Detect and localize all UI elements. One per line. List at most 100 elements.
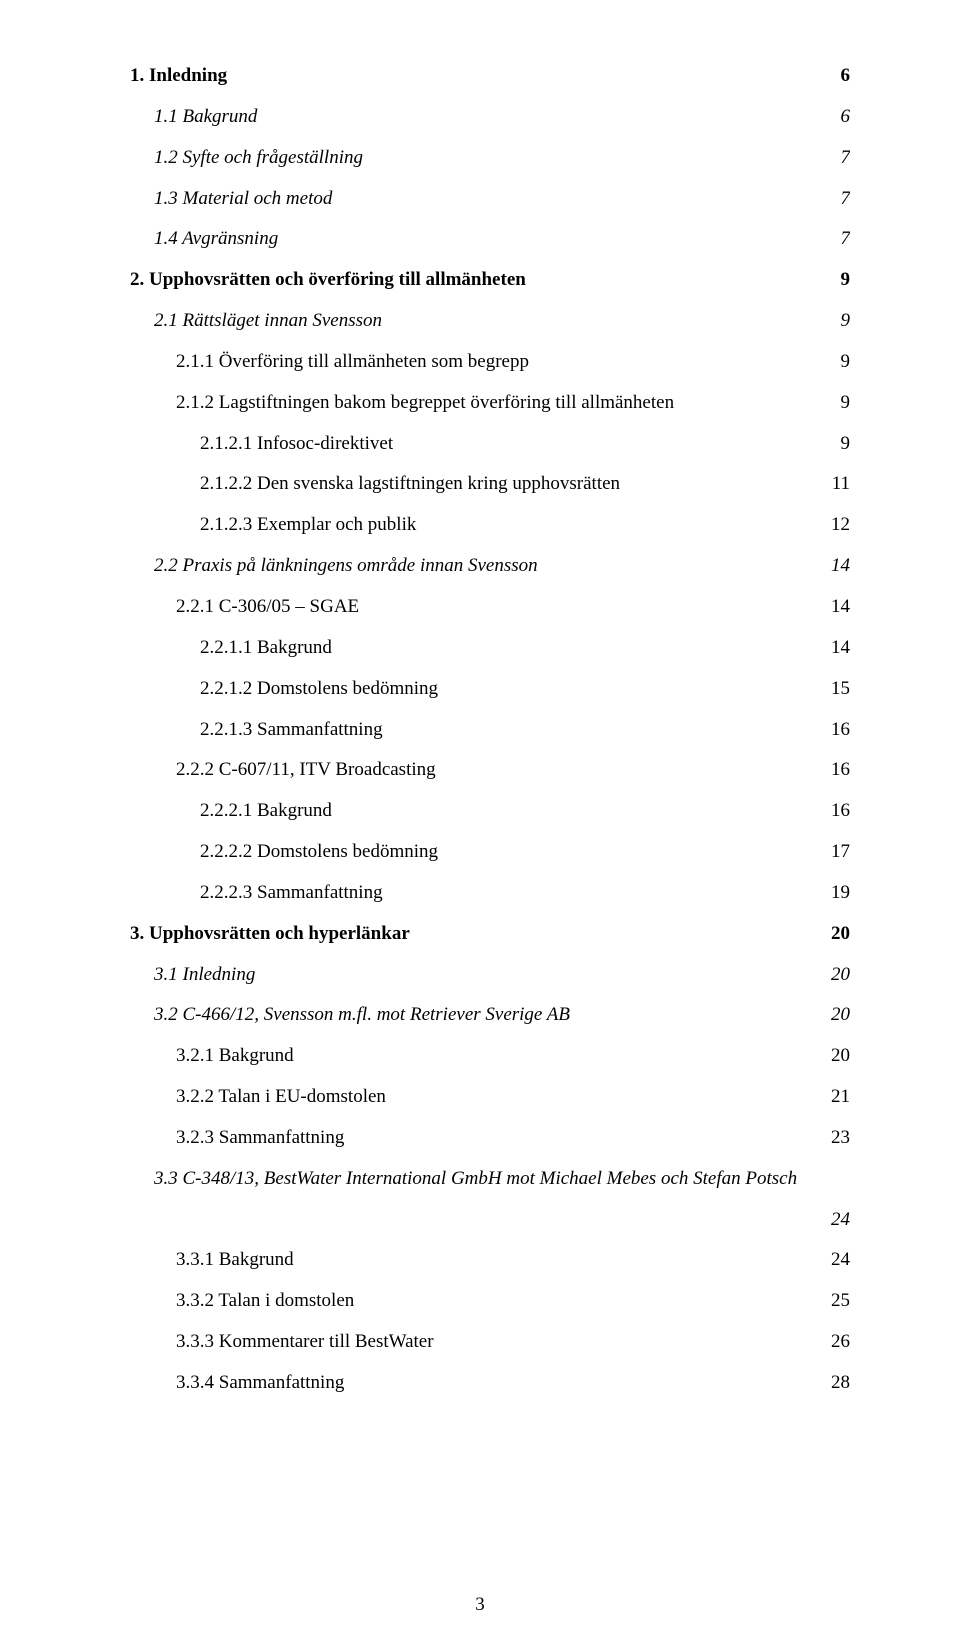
toc-entry: 2. Upphovsrätten och överföring till all… xyxy=(130,260,850,301)
toc-entry: 2.1.2.2 Den svenska lagstiftningen kring… xyxy=(130,464,850,505)
toc-entry: 3.3.3 Kommentarer till BestWater 26 xyxy=(130,1322,850,1363)
toc-label: 3.3 C-348/13, BestWater International Gm… xyxy=(154,1159,797,1200)
toc-page-number: 24 xyxy=(831,1200,850,1241)
toc-page-number: 9 xyxy=(841,301,851,342)
toc-page-number: 9 xyxy=(841,342,851,383)
toc-page-number: 16 xyxy=(831,791,850,832)
toc-label: 3.2.3 Sammanfattning xyxy=(176,1118,344,1159)
toc-label: 3.1 Inledning xyxy=(154,955,255,996)
toc-label: 1.1 Bakgrund xyxy=(154,97,257,138)
toc-entry: 3.2.1 Bakgrund 20 xyxy=(130,1036,850,1077)
toc-entry: 2.2.1.3 Sammanfattning 16 xyxy=(130,710,850,751)
toc-page-number: 7 xyxy=(841,179,851,220)
toc-entry: 3.1 Inledning 20 xyxy=(130,955,850,996)
toc-label: 3.2.1 Bakgrund xyxy=(176,1036,294,1077)
toc-label: 3.3.3 Kommentarer till BestWater xyxy=(176,1322,434,1363)
toc-label: 2. Upphovsrätten och överföring till all… xyxy=(130,260,526,301)
toc-label: 2.2.2 C-607/11, ITV Broadcasting xyxy=(176,750,436,791)
toc-label: 2.1.2 Lagstiftningen bakom begreppet öve… xyxy=(176,383,674,424)
toc-page-number: 20 xyxy=(831,1036,850,1077)
toc-page-number: 11 xyxy=(832,464,850,505)
toc-page-number: 12 xyxy=(831,505,850,546)
toc-label: 2.1.2.2 Den svenska lagstiftningen kring… xyxy=(200,464,620,505)
toc-page: 1. Inledning61.1 Bakgrund61.2 Syfte och … xyxy=(0,0,960,1652)
toc-label: 1.2 Syfte och frågeställning xyxy=(154,138,363,179)
toc-label: 2.2.2.1 Bakgrund xyxy=(200,791,332,832)
toc-page-number: 26 xyxy=(831,1322,850,1363)
toc-page-number: 24 xyxy=(831,1240,850,1281)
toc-page-number: 6 xyxy=(841,97,851,138)
toc-page-number: 20 xyxy=(831,914,850,955)
page-number: 3 xyxy=(0,1594,960,1616)
toc-entry-continuation: 24 xyxy=(130,1200,850,1241)
table-of-contents: 1. Inledning61.1 Bakgrund61.2 Syfte och … xyxy=(130,56,850,1404)
toc-label: 2.2.1.2 Domstolens bedömning xyxy=(200,669,438,710)
toc-entry: 2.2.2.2 Domstolens bedömning 17 xyxy=(130,832,850,873)
toc-page-number: 20 xyxy=(831,995,850,1036)
toc-label: 1.3 Material och metod xyxy=(154,179,332,220)
toc-entry: 1.1 Bakgrund 6 xyxy=(130,97,850,138)
toc-entry: 2.2.1.2 Domstolens bedömning 15 xyxy=(130,669,850,710)
toc-entry: 2.2.2.3 Sammanfattning 19 xyxy=(130,873,850,914)
toc-label: 3. Upphovsrätten och hyperlänkar xyxy=(130,914,410,955)
toc-page-number: 23 xyxy=(831,1118,850,1159)
toc-label: 2.1.2.3 Exemplar och publik xyxy=(200,505,416,546)
toc-page-number: 9 xyxy=(841,383,851,424)
toc-page-number: 15 xyxy=(831,669,850,710)
toc-entry: 1.2 Syfte och frågeställning 7 xyxy=(130,138,850,179)
toc-entry: 2.2.1 C-306/05 – SGAE 14 xyxy=(130,587,850,628)
toc-page-number: 14 xyxy=(831,587,850,628)
toc-page-number: 6 xyxy=(841,56,851,97)
toc-page-number: 21 xyxy=(831,1077,850,1118)
toc-label: 3.3.1 Bakgrund xyxy=(176,1240,294,1281)
toc-entry: 2.2.1.1 Bakgrund 14 xyxy=(130,628,850,669)
toc-label: 1.4 Avgränsning xyxy=(154,219,278,260)
toc-page-number: 20 xyxy=(831,955,850,996)
toc-page-number: 16 xyxy=(831,710,850,751)
toc-entry: 2.1 Rättsläget innan Svensson 9 xyxy=(130,301,850,342)
toc-entry: 2.1.1 Överföring till allmänheten som be… xyxy=(130,342,850,383)
toc-entry: 2.1.2.3 Exemplar och publik 12 xyxy=(130,505,850,546)
toc-entry-label-wrap: 3.3 C-348/13, BestWater International Gm… xyxy=(130,1159,850,1200)
toc-page-number: 7 xyxy=(841,138,851,179)
toc-label: 2.1.1 Överföring till allmänheten som be… xyxy=(176,342,529,383)
toc-entry: 1.3 Material och metod 7 xyxy=(130,179,850,220)
toc-entry: 1. Inledning 6 xyxy=(130,56,850,97)
toc-entry: 2.2 Praxis på länkningens område innan S… xyxy=(130,546,850,587)
toc-label: 2.2 Praxis på länkningens område innan S… xyxy=(154,546,538,587)
toc-page-number: 19 xyxy=(831,873,850,914)
toc-page-number: 9 xyxy=(841,260,851,301)
toc-page-number: 17 xyxy=(831,832,850,873)
toc-label: 3.2.2 Talan i EU-domstolen xyxy=(176,1077,386,1118)
toc-label: 2.2.1.1 Bakgrund xyxy=(200,628,332,669)
toc-label: 2.2.1.3 Sammanfattning xyxy=(200,710,383,751)
toc-entry: 2.2.2.1 Bakgrund 16 xyxy=(130,791,850,832)
toc-label: 3.2 C-466/12, Svensson m.fl. mot Retriev… xyxy=(154,995,570,1036)
toc-page-number: 14 xyxy=(831,546,850,587)
toc-label: 2.2.2.2 Domstolens bedömning xyxy=(200,832,438,873)
toc-entry: 2.1.2.1 Infosoc-direktivet 9 xyxy=(130,424,850,465)
toc-label: 2.2.2.3 Sammanfattning xyxy=(200,873,383,914)
toc-label: 2.2.1 C-306/05 – SGAE xyxy=(176,587,359,628)
toc-label: 3.3.4 Sammanfattning xyxy=(176,1363,344,1404)
toc-page-number: 28 xyxy=(831,1363,850,1404)
toc-page-number: 7 xyxy=(841,219,851,260)
toc-entry: 3.2.2 Talan i EU-domstolen 21 xyxy=(130,1077,850,1118)
toc-page-number: 14 xyxy=(831,628,850,669)
toc-page-number: 25 xyxy=(831,1281,850,1322)
toc-label: 1. Inledning xyxy=(130,56,227,97)
toc-page-number: 16 xyxy=(831,750,850,791)
toc-entry: 3.3.2 Talan i domstolen 25 xyxy=(130,1281,850,1322)
toc-entry: 3.2 C-466/12, Svensson m.fl. mot Retriev… xyxy=(130,995,850,1036)
toc-entry: 3.3.4 Sammanfattning 28 xyxy=(130,1363,850,1404)
toc-entry: 2.2.2 C-607/11, ITV Broadcasting 16 xyxy=(130,750,850,791)
toc-entry: 3.2.3 Sammanfattning 23 xyxy=(130,1118,850,1159)
toc-label: 3.3.2 Talan i domstolen xyxy=(176,1281,354,1322)
toc-page-number: 9 xyxy=(841,424,851,465)
toc-label: 2.1 Rättsläget innan Svensson xyxy=(154,301,382,342)
toc-label: 2.1.2.1 Infosoc-direktivet xyxy=(200,424,393,465)
toc-entry: 3. Upphovsrätten och hyperlänkar 20 xyxy=(130,914,850,955)
toc-entry: 3.3.1 Bakgrund 24 xyxy=(130,1240,850,1281)
toc-entry: 1.4 Avgränsning 7 xyxy=(130,219,850,260)
toc-entry: 2.1.2 Lagstiftningen bakom begreppet öve… xyxy=(130,383,850,424)
